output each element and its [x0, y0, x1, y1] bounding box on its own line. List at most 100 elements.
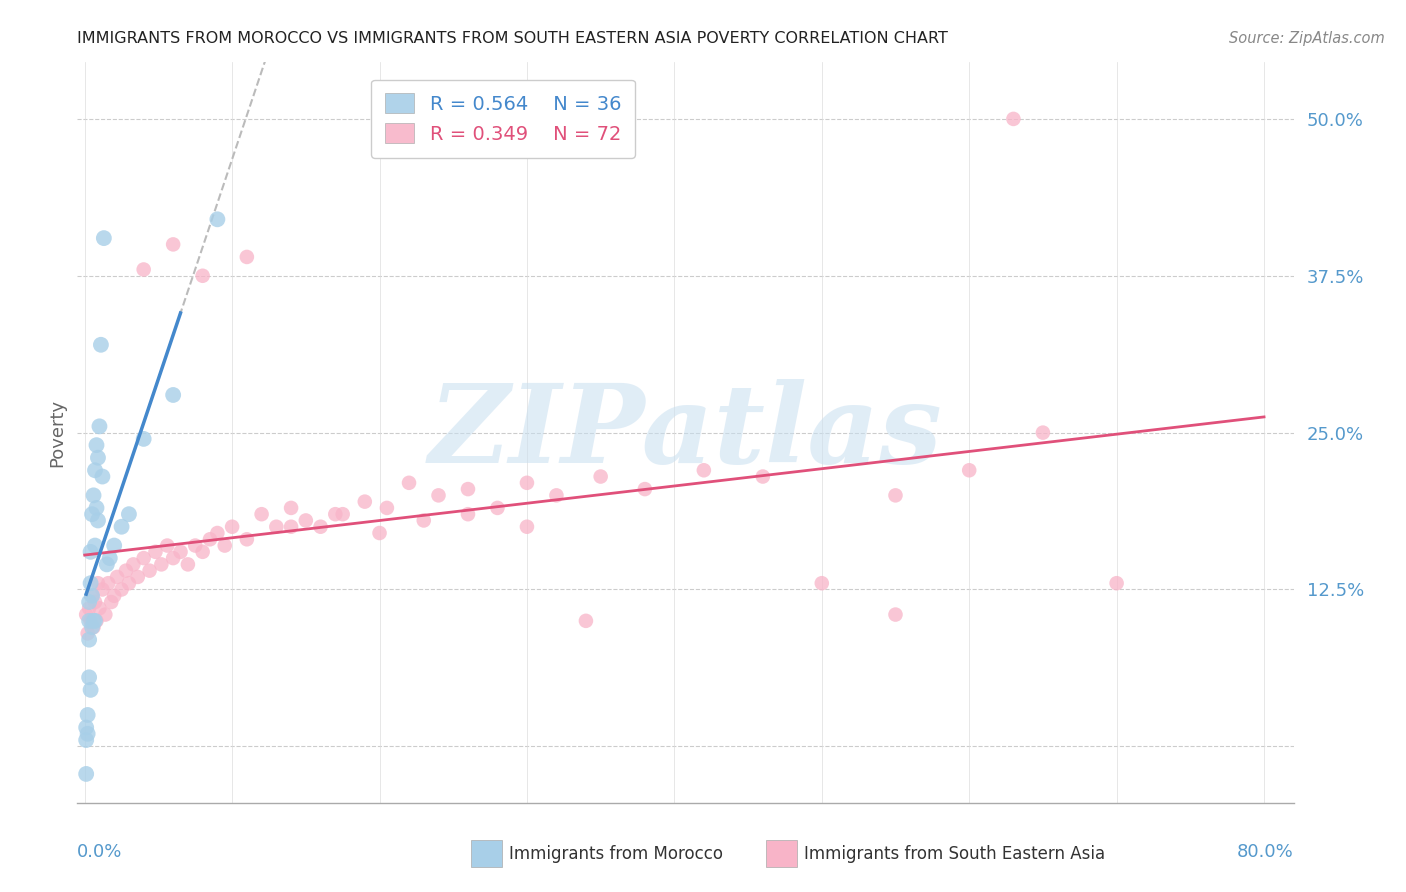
Point: [266, 520, 288, 534]
Point: [177, 558, 200, 572]
Point: [76, 708, 98, 723]
Point: [250, 507, 273, 521]
Point: [103, 589, 125, 603]
Point: [84, 614, 107, 628]
Point: [162, 237, 184, 252]
Point: [84, 595, 107, 609]
Point: [122, 558, 145, 572]
Point: [1032, 425, 1054, 440]
Point: [86, 500, 108, 515]
Point: [98, 551, 121, 566]
Point: [589, 469, 612, 483]
Point: [94, 607, 117, 622]
Point: [77, 670, 100, 684]
Point: [323, 507, 346, 521]
Point: [207, 212, 229, 227]
Point: [280, 520, 302, 534]
Point: [184, 539, 207, 553]
Point: [110, 520, 132, 534]
Point: [162, 388, 184, 402]
Point: [103, 539, 125, 553]
Point: [79, 545, 101, 559]
Point: [138, 564, 160, 578]
Point: [236, 533, 259, 547]
Point: [1002, 112, 1025, 126]
Point: [75, 607, 97, 622]
Point: [457, 507, 479, 521]
Point: [353, 494, 375, 508]
Point: [110, 582, 132, 597]
Point: [118, 507, 141, 521]
Point: [97, 576, 120, 591]
Point: [132, 262, 155, 277]
Point: [546, 488, 568, 502]
Point: [884, 488, 907, 502]
Point: [752, 469, 775, 483]
Point: [80, 620, 103, 634]
Point: [77, 632, 100, 647]
Point: [79, 614, 101, 628]
Point: [80, 589, 103, 603]
Point: [80, 589, 103, 603]
Point: [127, 570, 149, 584]
Point: [1105, 576, 1128, 591]
Point: [162, 551, 184, 566]
Point: [191, 545, 214, 559]
Point: [280, 500, 302, 515]
Point: [115, 564, 138, 578]
Point: [100, 595, 122, 609]
Point: [198, 533, 221, 547]
Text: Immigrants from Morocco: Immigrants from Morocco: [509, 845, 723, 863]
Point: [87, 513, 110, 527]
Point: [634, 482, 657, 496]
Point: [89, 601, 111, 615]
Y-axis label: Poverty: Poverty: [48, 399, 66, 467]
Text: ZIPatlas: ZIPatlas: [429, 379, 942, 486]
Point: [132, 551, 155, 566]
Point: [412, 513, 434, 527]
Point: [398, 475, 420, 490]
Point: [169, 545, 191, 559]
Point: [76, 727, 98, 741]
Point: [221, 520, 243, 534]
Point: [118, 576, 141, 591]
Point: [516, 475, 538, 490]
Legend: R = 0.564    N = 36, R = 0.349    N = 72: R = 0.564 N = 36, R = 0.349 N = 72: [371, 79, 634, 158]
Point: [79, 682, 101, 697]
Point: [80, 507, 103, 521]
Text: Immigrants from South Eastern Asia: Immigrants from South Eastern Asia: [804, 845, 1105, 863]
Point: [150, 558, 173, 572]
Point: [884, 607, 907, 622]
Point: [132, 432, 155, 446]
Point: [145, 545, 167, 559]
Point: [86, 614, 108, 628]
Text: 80.0%: 80.0%: [1237, 843, 1294, 861]
Text: 0.0%: 0.0%: [77, 843, 122, 861]
Point: [83, 614, 105, 628]
Point: [214, 539, 236, 553]
Point: [84, 539, 107, 553]
Point: [156, 539, 179, 553]
Point: [86, 438, 108, 452]
Point: [207, 526, 229, 541]
Point: [693, 463, 716, 477]
Point: [75, 733, 97, 747]
Point: [75, 721, 97, 735]
Point: [75, 767, 97, 781]
Point: [295, 513, 318, 527]
Point: [575, 614, 598, 628]
Point: [91, 469, 114, 483]
Point: [332, 507, 354, 521]
Point: [96, 558, 118, 572]
Point: [93, 231, 115, 245]
Point: [191, 268, 214, 283]
Point: [83, 488, 105, 502]
Point: [91, 582, 114, 597]
Point: [77, 601, 100, 615]
Point: [87, 576, 110, 591]
Point: [79, 576, 101, 591]
Point: [105, 570, 128, 584]
Point: [77, 614, 100, 628]
Point: [957, 463, 980, 477]
Point: [90, 338, 112, 352]
